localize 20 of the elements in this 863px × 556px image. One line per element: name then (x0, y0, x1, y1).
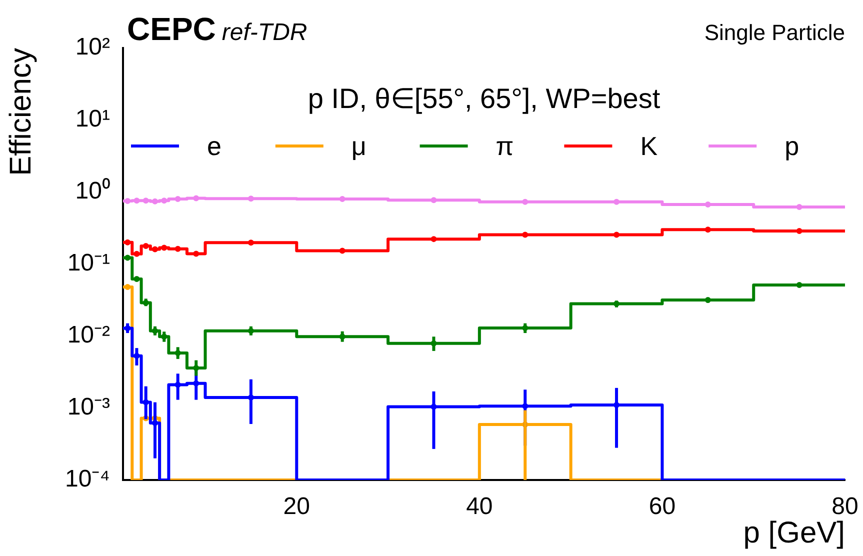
x-tick-label: 40 (466, 493, 493, 520)
annotation: CEPC (127, 11, 216, 47)
x-tick-label: 60 (648, 493, 676, 520)
legend-label: π (496, 131, 514, 162)
text: p ID, θ∈[55°, 65°], WP=best (308, 83, 660, 114)
y-tick-label: 10⁻⁴ (64, 466, 110, 493)
x-tick-label: 20 (283, 493, 310, 520)
legend-label: μ (351, 131, 366, 162)
legend-label: e (207, 131, 222, 162)
y-tick-label: 10⁻¹ (67, 250, 110, 277)
y-tick-label: 10² (75, 34, 110, 61)
legend-label: p (784, 131, 800, 162)
text: ref-TDR (222, 19, 308, 46)
text: Single Particle (704, 20, 845, 45)
legend-label: K (640, 131, 658, 162)
y-axis-title: Efficiency (4, 48, 38, 176)
y-tick-label: 10⁻³ (67, 394, 110, 421)
y-tick-label: 10⁻² (67, 322, 110, 349)
y-tick-label: 10⁰ (75, 178, 110, 205)
y-tick-label: 10¹ (75, 106, 110, 133)
